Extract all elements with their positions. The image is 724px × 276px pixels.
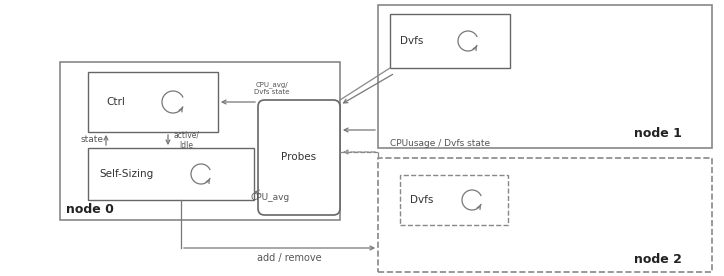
Text: Self-Sizing: Self-Sizing xyxy=(99,169,153,179)
Text: state: state xyxy=(80,136,104,145)
Bar xyxy=(378,5,712,148)
Text: Ctrl: Ctrl xyxy=(106,97,125,107)
Text: add / remove: add / remove xyxy=(257,253,321,263)
Text: Probes: Probes xyxy=(282,152,316,162)
Bar xyxy=(400,175,508,225)
Text: CPU_avg/
Dvfs state: CPU_avg/ Dvfs state xyxy=(254,81,290,95)
Text: node 1: node 1 xyxy=(634,127,682,140)
Text: node 2: node 2 xyxy=(634,253,682,266)
Text: active/
Idle: active/ Idle xyxy=(173,130,199,150)
Bar xyxy=(88,148,254,200)
Bar xyxy=(60,62,340,220)
Bar xyxy=(378,158,712,272)
Text: Dvfs: Dvfs xyxy=(411,195,434,205)
FancyBboxPatch shape xyxy=(258,100,340,215)
Text: node 0: node 0 xyxy=(66,203,114,216)
Bar xyxy=(88,72,218,132)
Text: Dvfs: Dvfs xyxy=(400,36,424,46)
Text: CPU_avg: CPU_avg xyxy=(251,193,290,202)
Text: CPUusage / Dvfs state: CPUusage / Dvfs state xyxy=(390,139,490,148)
Bar xyxy=(390,14,510,68)
